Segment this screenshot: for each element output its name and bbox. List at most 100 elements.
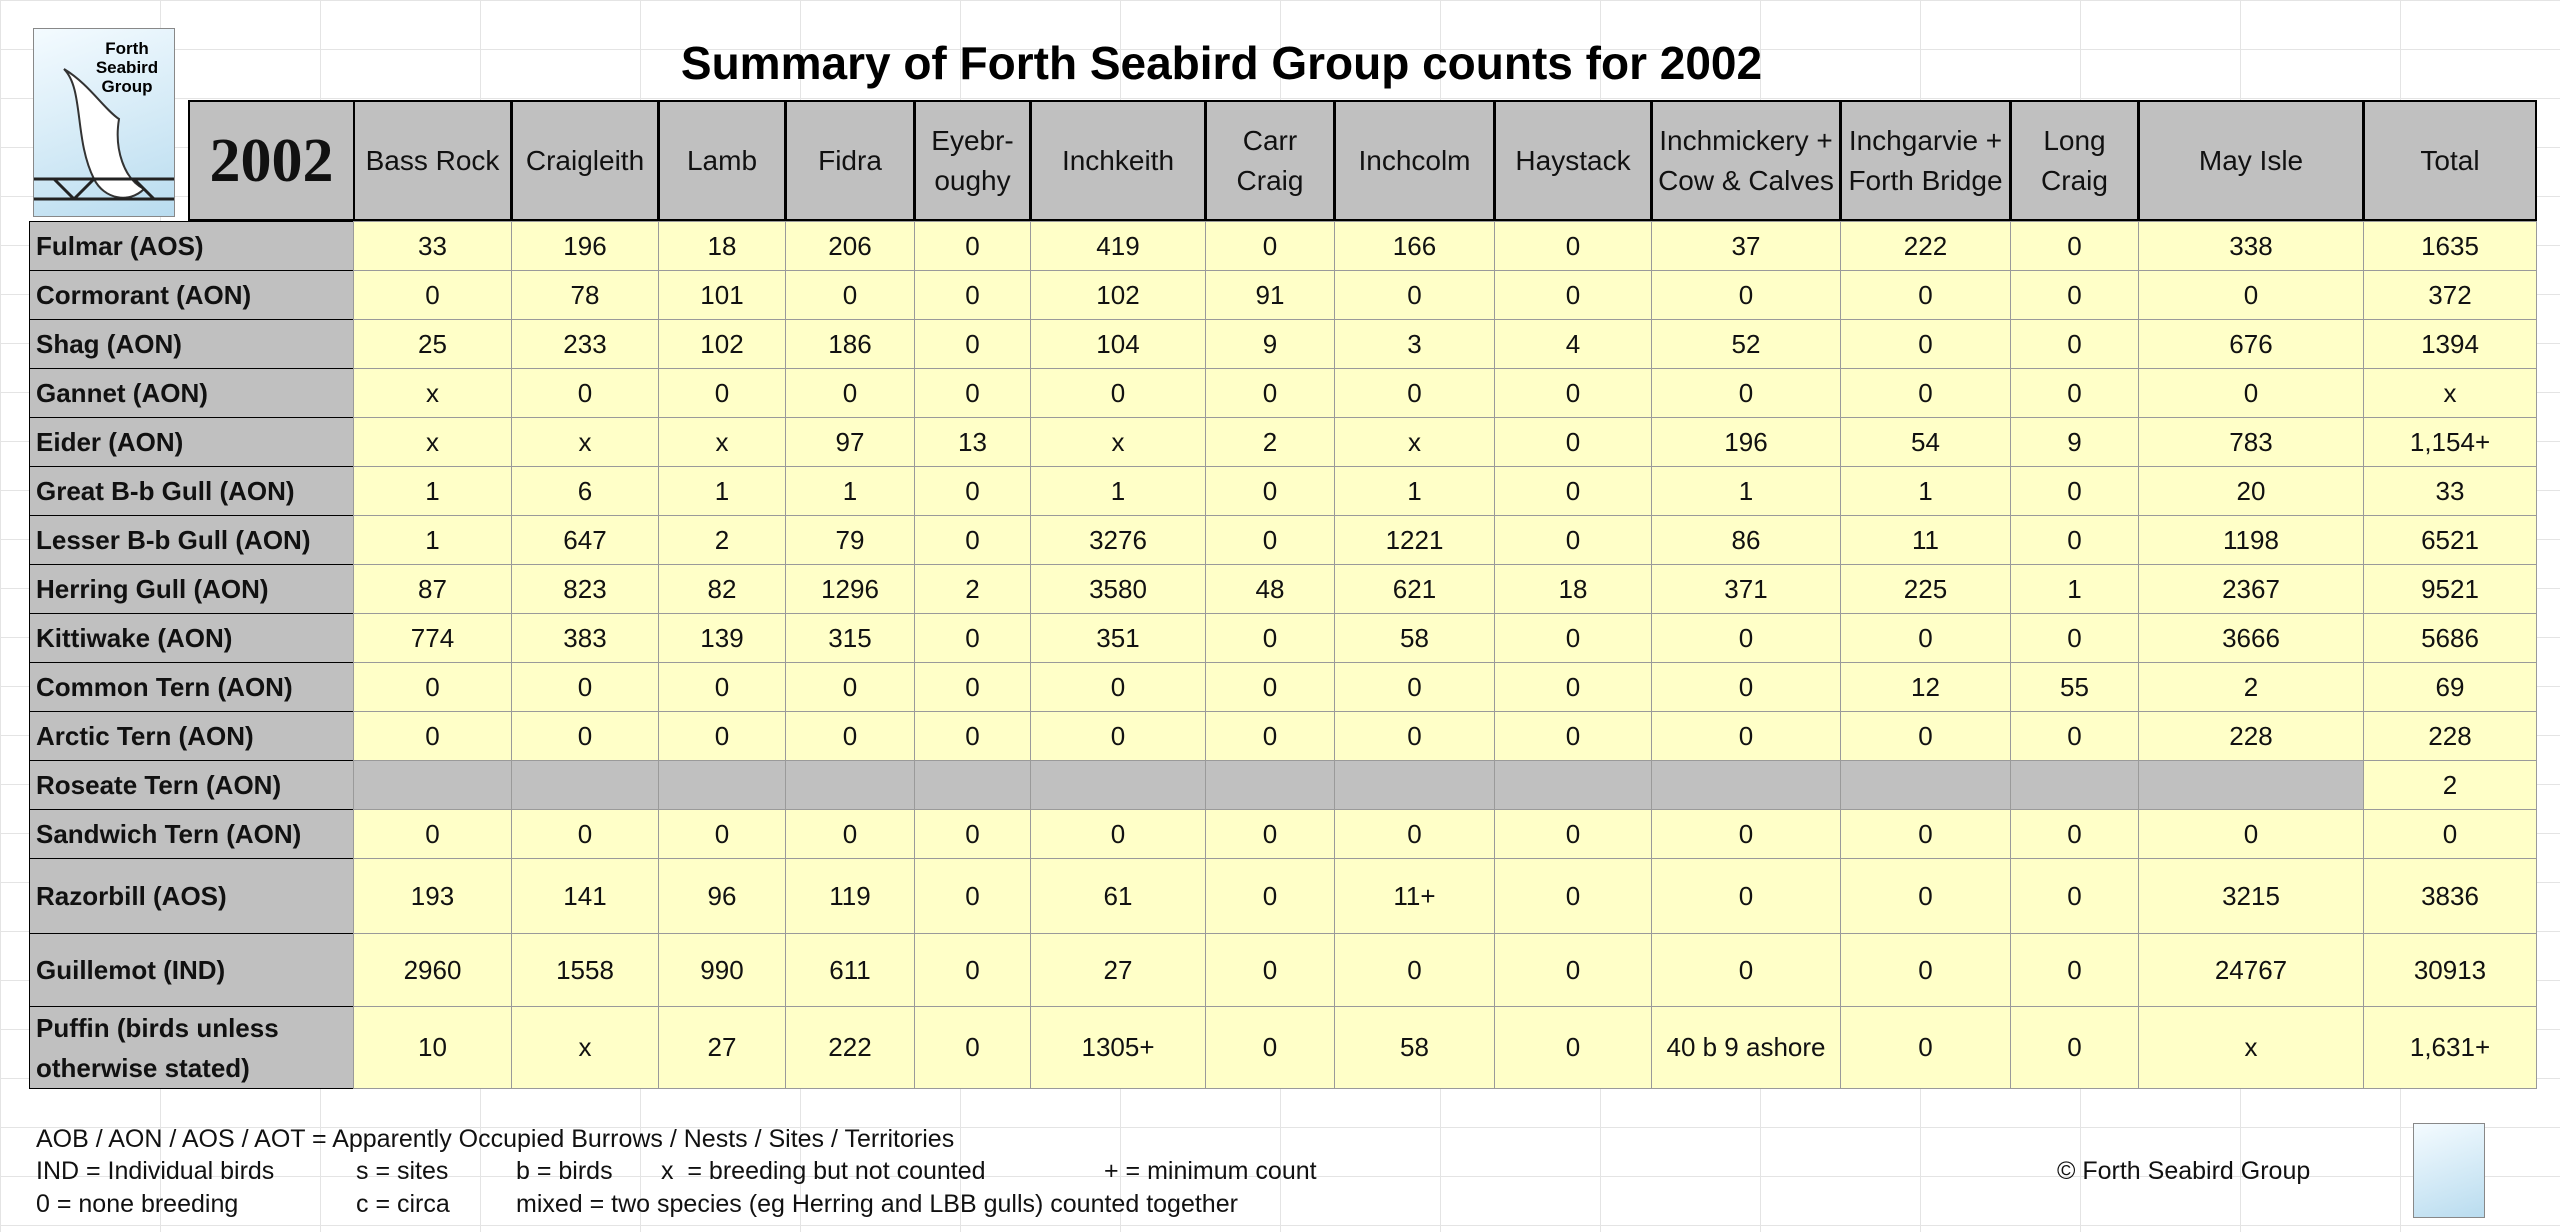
data-cell: 0 bbox=[914, 1006, 1031, 1089]
data-cell: 58 bbox=[1334, 613, 1495, 663]
data-cell: 0 bbox=[2363, 809, 2537, 859]
data-cell: 69 bbox=[2363, 662, 2537, 712]
data-cell: 0 bbox=[511, 662, 659, 712]
data-cell: 91 bbox=[1205, 270, 1335, 320]
data-cell: 0 bbox=[1494, 613, 1652, 663]
data-cell: 1,154+ bbox=[2363, 417, 2537, 467]
data-cell: 3580 bbox=[1030, 564, 1206, 614]
data-cell: 166 bbox=[1334, 221, 1495, 271]
row-label: Great B-b Gull (AON) bbox=[29, 466, 354, 516]
row-label: Guillemot (IND) bbox=[29, 933, 354, 1007]
data-cell: 0 bbox=[658, 368, 786, 418]
data-cell: 52 bbox=[1651, 319, 1841, 369]
data-cell: x bbox=[2363, 368, 2537, 418]
data-cell: 2 bbox=[2138, 662, 2364, 712]
data-cell: 11 bbox=[1840, 515, 2011, 565]
data-cell: 0 bbox=[1651, 662, 1841, 712]
empty-cell bbox=[785, 760, 915, 810]
data-cell: 621 bbox=[1334, 564, 1495, 614]
data-cell: 1 bbox=[1840, 466, 2011, 516]
column-header: Bass Rock bbox=[353, 100, 512, 221]
data-cell: 783 bbox=[2138, 417, 2364, 467]
title: Summary of Forth Seabird Group counts fo… bbox=[680, 37, 1763, 89]
data-cell: 55 bbox=[2010, 662, 2139, 712]
data-cell: 0 bbox=[658, 809, 786, 859]
data-cell: 0 bbox=[1334, 711, 1495, 761]
data-cell: 3836 bbox=[2363, 858, 2537, 934]
data-cell: 48 bbox=[1205, 564, 1335, 614]
data-cell: x bbox=[1334, 417, 1495, 467]
data-cell: 0 bbox=[1494, 1006, 1652, 1089]
data-cell: 0 bbox=[1494, 933, 1652, 1007]
row-label: Puffin (birds unless otherwise stated) bbox=[29, 1006, 354, 1089]
data-cell: 0 bbox=[1205, 515, 1335, 565]
empty-cell bbox=[2010, 760, 2139, 810]
data-cell: 102 bbox=[658, 319, 786, 369]
data-cell: 228 bbox=[2138, 711, 2364, 761]
data-cell: 10 bbox=[353, 1006, 512, 1089]
column-header: Lamb bbox=[658, 100, 786, 221]
data-cell: 647 bbox=[511, 515, 659, 565]
data-cell: 2 bbox=[2363, 760, 2537, 810]
data-cell: 78 bbox=[511, 270, 659, 320]
data-cell: 0 bbox=[1205, 662, 1335, 712]
data-cell: x bbox=[2138, 1006, 2364, 1089]
empty-cell bbox=[511, 760, 659, 810]
data-cell: 0 bbox=[1334, 809, 1495, 859]
logo: Forth Seabird Group bbox=[33, 28, 175, 217]
data-cell: 6 bbox=[511, 466, 659, 516]
data-cell: 0 bbox=[914, 613, 1031, 663]
footnote: b = birds bbox=[516, 1157, 613, 1185]
data-cell: 0 bbox=[1334, 662, 1495, 712]
data-cell: 58 bbox=[1334, 1006, 1495, 1089]
empty-cell bbox=[1840, 760, 2011, 810]
data-cell: 0 bbox=[2010, 1006, 2139, 1089]
data-cell: 0 bbox=[1651, 858, 1841, 934]
row-label: Roseate Tern (AON) bbox=[29, 760, 354, 810]
data-cell: 0 bbox=[1030, 368, 1206, 418]
data-cell: x bbox=[353, 368, 512, 418]
row-label: Lesser B-b Gull (AON) bbox=[29, 515, 354, 565]
data-cell: 0 bbox=[1651, 270, 1841, 320]
data-cell: 0 bbox=[1494, 417, 1652, 467]
data-cell: 0 bbox=[914, 368, 1031, 418]
data-cell: 0 bbox=[2010, 711, 2139, 761]
data-cell: 61 bbox=[1030, 858, 1206, 934]
empty-cell bbox=[1030, 760, 1206, 810]
column-header: Inchgarvie + Forth Bridge bbox=[1840, 100, 2011, 221]
data-cell: 0 bbox=[658, 711, 786, 761]
data-cell: 87 bbox=[353, 564, 512, 614]
data-cell: 196 bbox=[1651, 417, 1841, 467]
data-cell: 27 bbox=[658, 1006, 786, 1089]
data-cell: 104 bbox=[1030, 319, 1206, 369]
data-cell: 18 bbox=[658, 221, 786, 271]
data-cell: 11+ bbox=[1334, 858, 1495, 934]
data-cell: 0 bbox=[1205, 933, 1335, 1007]
row-label: Sandwich Tern (AON) bbox=[29, 809, 354, 859]
data-cell: 0 bbox=[1334, 270, 1495, 320]
data-cell: 338 bbox=[2138, 221, 2364, 271]
data-cell: 1 bbox=[785, 466, 915, 516]
empty-cell bbox=[2138, 760, 2364, 810]
data-cell: 20 bbox=[2138, 466, 2364, 516]
empty-cell bbox=[658, 760, 786, 810]
row-label: Eider (AON) bbox=[29, 417, 354, 467]
empty-cell bbox=[1334, 760, 1495, 810]
data-cell: 0 bbox=[1205, 466, 1335, 516]
data-cell: 82 bbox=[658, 564, 786, 614]
data-cell: 1 bbox=[353, 466, 512, 516]
data-cell: 2 bbox=[914, 564, 1031, 614]
data-cell: 0 bbox=[1840, 270, 2011, 320]
row-label: Razorbill (AOS) bbox=[29, 858, 354, 934]
data-cell: 0 bbox=[1840, 319, 2011, 369]
column-header: Fidra bbox=[785, 100, 915, 221]
data-cell: 0 bbox=[1205, 221, 1335, 271]
logo-bird bbox=[34, 68, 174, 201]
data-cell: 0 bbox=[1030, 662, 1206, 712]
row-label: Arctic Tern (AON) bbox=[29, 711, 354, 761]
data-cell: 0 bbox=[2010, 319, 2139, 369]
column-header: May Isle bbox=[2138, 100, 2364, 221]
data-cell: 24767 bbox=[2138, 933, 2364, 1007]
data-cell: 0 bbox=[353, 662, 512, 712]
data-cell: 0 bbox=[1494, 221, 1652, 271]
